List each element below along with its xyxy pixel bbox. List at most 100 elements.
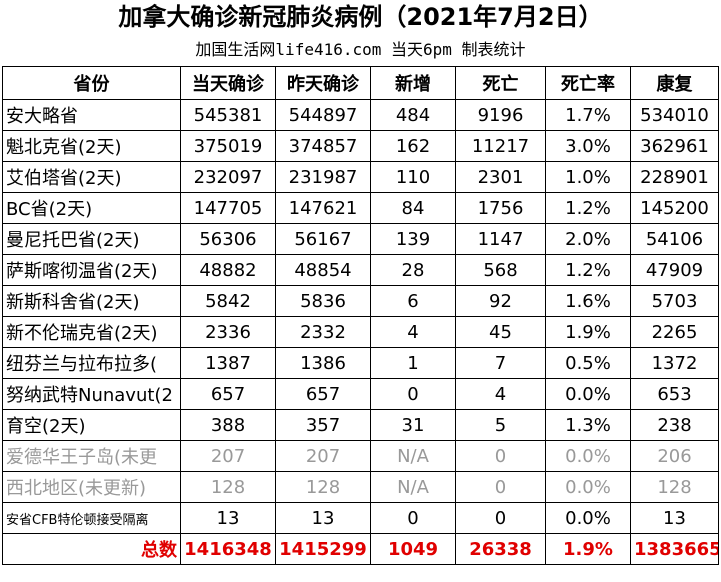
table-row: 安省CFB特伦顿接受隔离 13 13 0 0 0.0% 13 [2, 502, 719, 534]
value-cell: 1147 [455, 223, 546, 255]
value-cell: 232097 [180, 161, 276, 193]
value-cell: 1.2% [545, 192, 631, 224]
value-cell: 4 [455, 378, 546, 410]
value-cell: 1387 [180, 347, 276, 379]
value-cell: 5703 [630, 285, 719, 317]
table-row: 魁北克省(2天) 375019 374857 162 11217 3.0% 362961 [2, 130, 719, 162]
value-cell: 207 [180, 440, 276, 472]
province-cell: BC省(2天) [2, 192, 181, 224]
total-cell: 1415299 [275, 533, 371, 565]
value-cell: 206 [630, 440, 719, 472]
value-cell: 145200 [630, 192, 719, 224]
value-cell: 47909 [630, 254, 719, 286]
value-cell: 357 [275, 409, 371, 441]
table-row: 艾伯塔省(2天) 232097 231987 110 2301 1.0% 228901 [2, 161, 719, 193]
value-cell: 45 [455, 316, 546, 348]
subtitle: 加国生活网life416.com 当天6pm 制表统计 [195, 40, 526, 59]
value-cell: 2336 [180, 316, 276, 348]
value-cell: 207 [275, 440, 371, 472]
value-cell: 4 [370, 316, 456, 348]
province-cell: 魁北克省(2天) [2, 130, 181, 162]
value-cell: 9196 [455, 99, 546, 131]
table-header: 省份 当天确诊 昨天确诊 新增 死亡 死亡率 康复 [2, 66, 719, 100]
value-cell: 1.7% [545, 99, 631, 131]
value-cell: 2.0% [545, 223, 631, 255]
table-row: 安大略省 545381 544897 484 9196 1.7% 534010 [2, 99, 719, 131]
value-cell: 2301 [455, 161, 546, 193]
column-header: 新增 [370, 66, 456, 100]
value-cell: 1.2% [545, 254, 631, 286]
value-cell: 0 [370, 378, 456, 410]
value-cell: 657 [180, 378, 276, 410]
total-cell: 1383665 [630, 533, 719, 565]
total-cell: 26338 [455, 533, 546, 565]
column-header: 康复 [630, 66, 719, 100]
value-cell: 1.3% [545, 409, 631, 441]
value-cell: 48882 [180, 254, 276, 286]
column-header: 省份 [2, 66, 181, 100]
table-row: BC省(2天) 147705 147621 84 1756 1.2% 145200 [2, 192, 719, 224]
value-cell: 128 [630, 471, 719, 503]
table-footer: 总数 1416348 1415299 1049 26338 1.9% 1383665 [2, 533, 719, 565]
value-cell: 0.0% [545, 471, 631, 503]
value-cell: N/A [370, 440, 456, 472]
value-cell: 228901 [630, 161, 719, 193]
value-cell: 139 [370, 223, 456, 255]
value-cell: 1372 [630, 347, 719, 379]
value-cell: 1 [370, 347, 456, 379]
province-cell: 安大略省 [2, 99, 181, 131]
table-row: 育空(2天) 388 357 31 5 1.3% 238 [2, 409, 719, 441]
province-cell: 爱德华王子岛(未更 [2, 440, 181, 472]
value-cell: N/A [370, 471, 456, 503]
province-cell: 新不伦瑞克省(2天) [2, 316, 181, 348]
value-cell: 374857 [275, 130, 371, 162]
province-cell: 安省CFB特伦顿接受隔离 [2, 502, 181, 534]
value-cell: 1756 [455, 192, 546, 224]
column-header: 死亡 [455, 66, 546, 100]
value-cell: 362961 [630, 130, 719, 162]
value-cell: 231987 [275, 161, 371, 193]
value-cell: 48854 [275, 254, 371, 286]
province-cell: 曼尼托巴省(2天) [2, 223, 181, 255]
value-cell: 1.0% [545, 161, 631, 193]
total-cell: 1416348 [180, 533, 276, 565]
value-cell: 0 [455, 502, 546, 534]
value-cell: 13 [180, 502, 276, 534]
value-cell: 0.0% [545, 378, 631, 410]
table-row: 新不伦瑞克省(2天) 2336 2332 4 45 1.9% 2265 [2, 316, 719, 348]
value-cell: 653 [630, 378, 719, 410]
value-cell: 84 [370, 192, 456, 224]
value-cell: 0 [455, 440, 546, 472]
column-header: 昨天确诊 [275, 66, 371, 100]
case-table: 省份 当天确诊 昨天确诊 新增 死亡 死亡率 康复 安大略省 545381 544897 484 9… [2, 66, 719, 565]
province-cell: 艾伯塔省(2天) [2, 161, 181, 193]
value-cell: 568 [455, 254, 546, 286]
value-cell: 13 [630, 502, 719, 534]
value-cell: 5836 [275, 285, 371, 317]
column-header: 当天确诊 [180, 66, 276, 100]
title: 加拿大确诊新冠肺炎病例（2021年7月2日） [118, 3, 603, 31]
table-row: 纽芬兰与拉布拉多(1387 1386 1 7 0.5% 1372 [2, 347, 719, 379]
value-cell: 110 [370, 161, 456, 193]
total-row: 总数 1416348 1415299 1049 26338 1.9% 1383665 [2, 533, 719, 565]
value-cell: 56306 [180, 223, 276, 255]
value-cell: 1.9% [545, 316, 631, 348]
value-cell: 11217 [455, 130, 546, 162]
table-row: 爱德华王子岛(未更 207 207 N/A 0 0.0% 206 [2, 440, 719, 472]
value-cell: 31 [370, 409, 456, 441]
table-row: 新斯科舍省(2天) 5842 5836 6 92 1.6% 5703 [2, 285, 719, 317]
value-cell: 544897 [275, 99, 371, 131]
table-body: 安大略省 545381 544897 484 9196 1.7% 534010 魁北克省(2天… [2, 99, 719, 534]
value-cell: 1.6% [545, 285, 631, 317]
header-row: 省份 当天确诊 昨天确诊 新增 死亡 死亡率 康复 [2, 66, 719, 100]
province-cell: 新斯科舍省(2天) [2, 285, 181, 317]
province-cell: 萨斯喀彻温省(2天) [2, 254, 181, 286]
province-cell: 纽芬兰与拉布拉多( [2, 347, 181, 379]
value-cell: 0 [455, 471, 546, 503]
value-cell: 375019 [180, 130, 276, 162]
value-cell: 54106 [630, 223, 719, 255]
value-cell: 0.0% [545, 502, 631, 534]
value-cell: 5 [455, 409, 546, 441]
value-cell: 534010 [630, 99, 719, 131]
